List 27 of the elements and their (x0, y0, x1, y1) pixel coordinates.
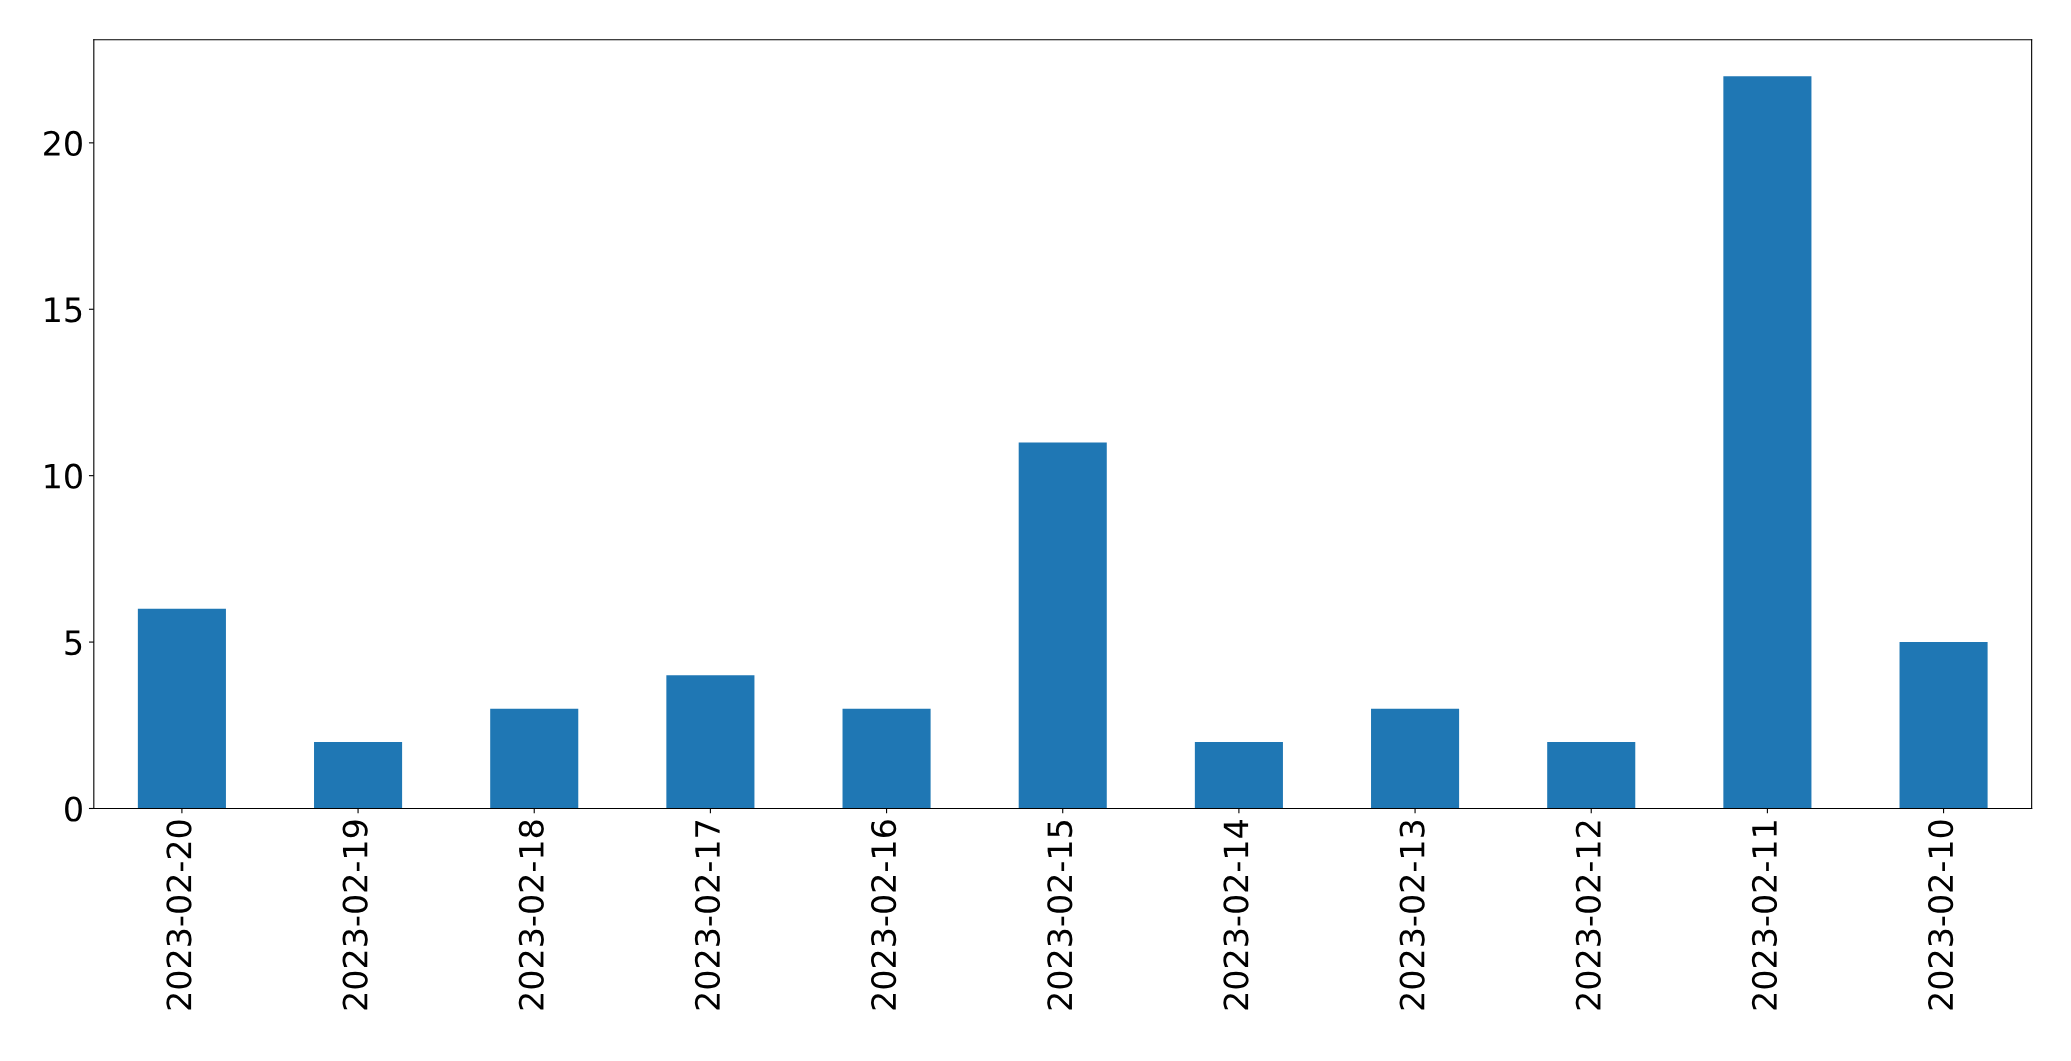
x-tick-label: 2023-02-14 (1223, 820, 1249, 1010)
x-tick-label: 2023-02-11 (1751, 821, 1778, 1010)
y-tick-label: 5 (65, 630, 82, 656)
bar (1723, 76, 1812, 809)
bar (314, 741, 403, 809)
bar (1547, 741, 1636, 809)
y-tick-label: 15 (45, 297, 82, 323)
x-tick-label: 2023-02-10 (1928, 820, 1954, 1010)
x-tick-label: 2023-02-20 (166, 820, 192, 1010)
y-tick-label: 10 (45, 463, 82, 489)
bar (666, 675, 755, 809)
bar (137, 608, 226, 809)
x-tick-label: 2023-02-18 (518, 820, 544, 1010)
bar (1371, 708, 1460, 809)
bar (1018, 442, 1107, 809)
y-tick-label: 0 (65, 796, 82, 822)
bar (842, 708, 931, 809)
x-tick-label: 2023-02-16 (871, 820, 897, 1010)
bar (1899, 642, 1988, 809)
x-tick-label: 2023-02-13 (1399, 820, 1425, 1010)
bar (490, 708, 579, 809)
bar (1194, 741, 1283, 809)
x-tick-label: 2023-02-12 (1575, 821, 1601, 1010)
x-tick-label: 2023-02-15 (1047, 821, 1073, 1010)
y-tick-label: 20 (44, 130, 82, 156)
x-tick-label: 2023-02-19 (342, 820, 368, 1010)
x-tick-label: 2023-02-17 (694, 821, 721, 1010)
